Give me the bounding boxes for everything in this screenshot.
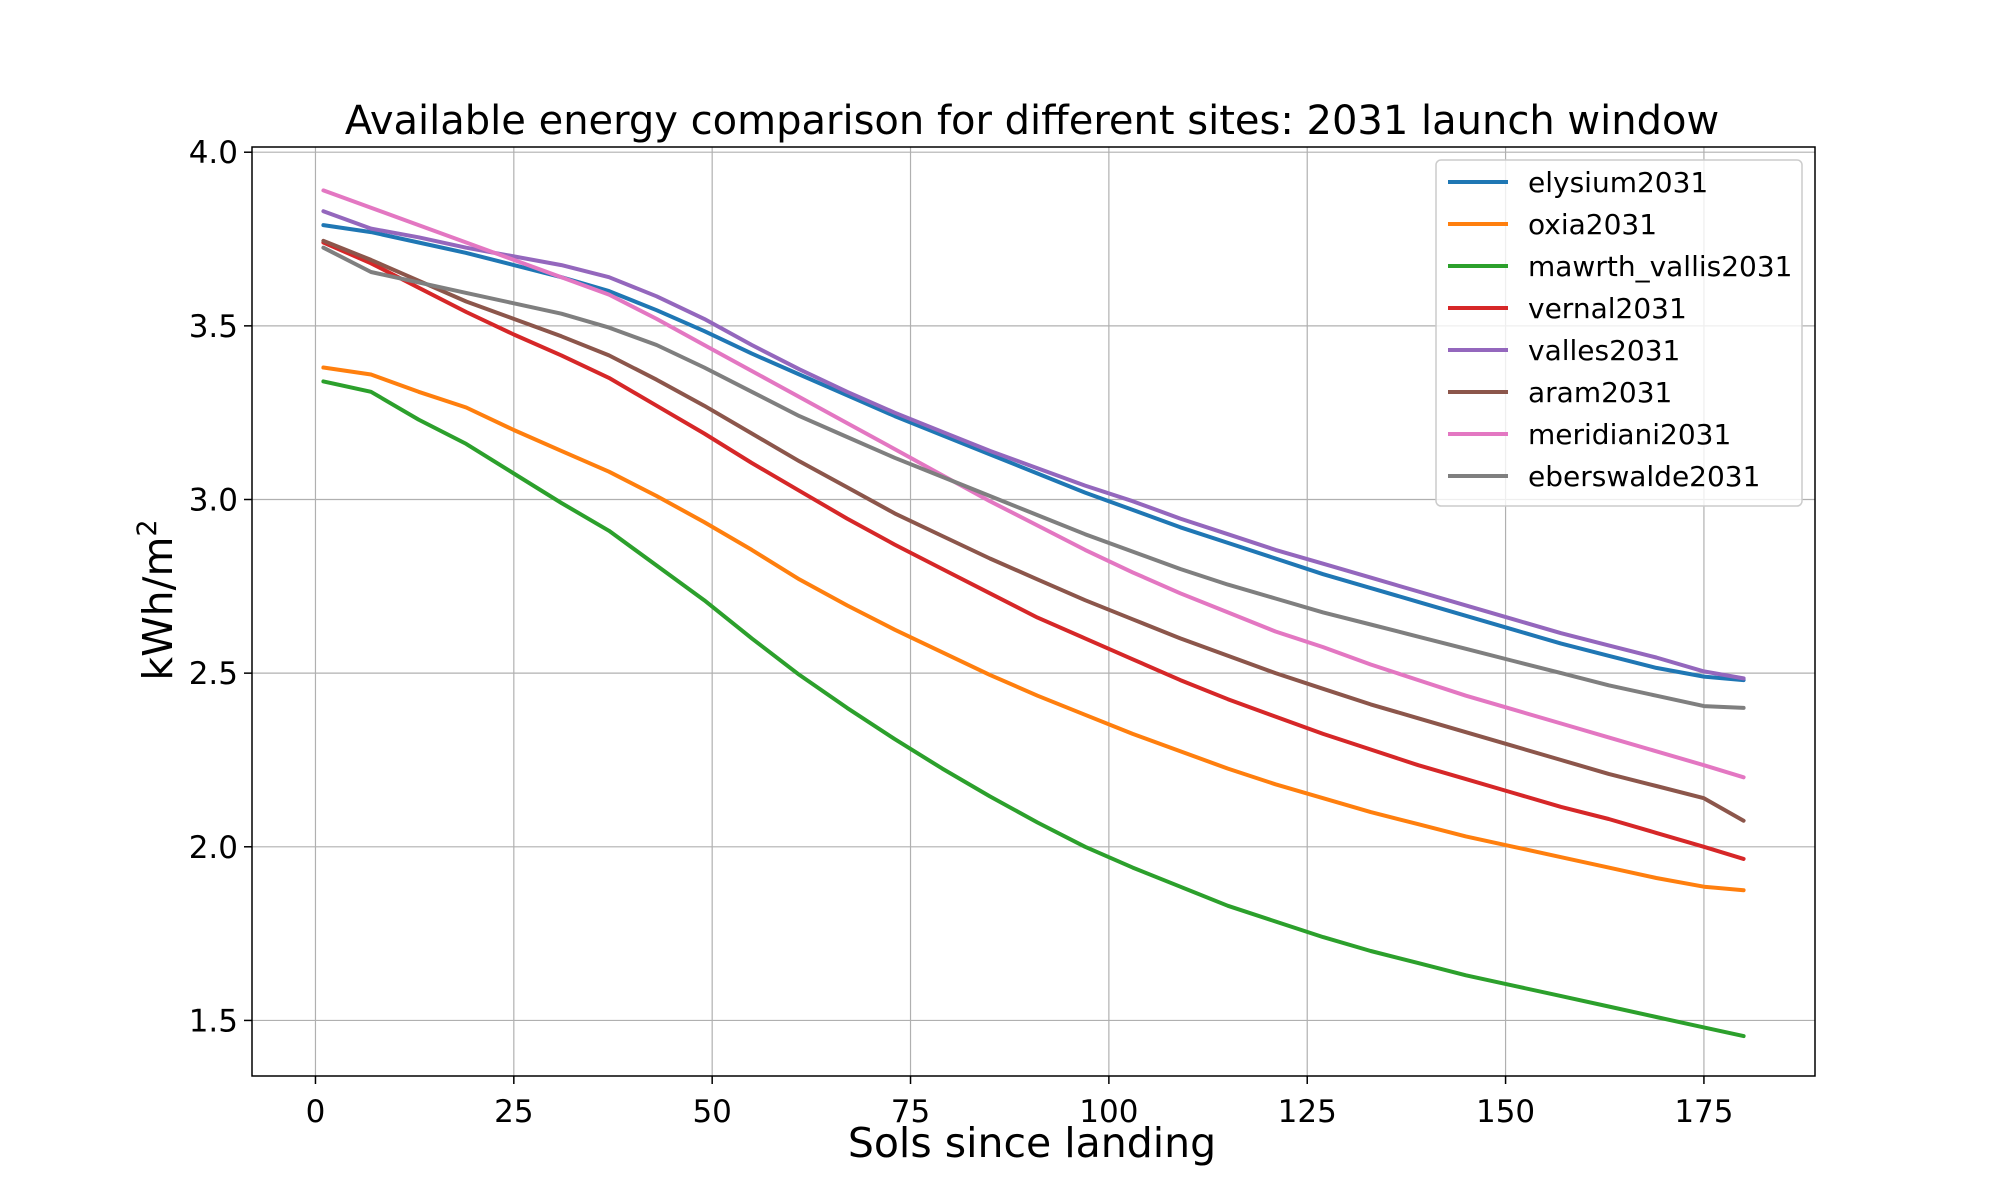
x-axis: 0 25 50 75 100 125 150 175 [306,1076,1734,1130]
series-line-meridiani2031 [321,188,1746,780]
legend-entry-eberswalde2031: eberswalde2031 [1528,460,1760,493]
series-lines [321,188,1746,1039]
y-tick-label: 3.0 [189,482,238,518]
y-tick-label: 3.5 [189,309,238,345]
x-tick-label: 0 [306,1094,326,1130]
legend-entry-valles2031: valles2031 [1528,334,1680,367]
series-line-valles2031 [321,209,1746,681]
legend-box [1435,159,1803,507]
y-axis: 1.5 2.0 2.5 3.0 3.5 4.0 [189,135,252,1039]
y-axis-label-superscript: 2 [132,519,163,536]
x-tick-label: 175 [1674,1094,1733,1130]
plot-frame [251,146,1816,1077]
y-axis-label: kWh/m2 [132,519,182,680]
legend-entry-meridiani2031: meridiani2031 [1528,418,1731,451]
y-axis-label-text: kWh/m [134,537,182,681]
x-tick-label: 125 [1278,1094,1337,1130]
legend-entry-aram2031: aram2031 [1528,376,1672,409]
legend-entry-oxia2031: oxia2031 [1528,208,1657,241]
y-tick-label: 2.5 [189,656,238,692]
legend-entry-elysium2031: elysium2031 [1528,166,1708,199]
y-tick-label: 1.5 [189,1003,238,1039]
series-line-oxia2031 [321,365,1746,893]
chart-title: Available energy comparison for differen… [345,98,1719,144]
series-line-mawrth_vallis2031 [321,379,1746,1039]
x-axis-label: Sols since landing [848,1119,1216,1167]
x-tick-label: 150 [1476,1094,1535,1130]
legend-entry-vernal2031: vernal2031 [1528,292,1687,325]
x-tick-label: 100 [1079,1094,1138,1130]
legend-entry-mawrth_vallis2031: mawrth_vallis2031 [1528,250,1792,283]
x-tick-label: 50 [692,1094,731,1130]
x-tick-label: 75 [891,1094,930,1130]
legend: elysium2031 oxia2031 mawrth_vallis2031vern… [1435,159,1803,507]
y-tick-label: 2.0 [189,830,238,866]
y-tick-label: 4.0 [189,135,238,171]
x-tick-label: 25 [494,1094,533,1130]
series-line-aram2031 [321,238,1746,823]
series-line-vernal2031 [321,240,1746,861]
series-line-eberswalde2031 [321,245,1746,710]
